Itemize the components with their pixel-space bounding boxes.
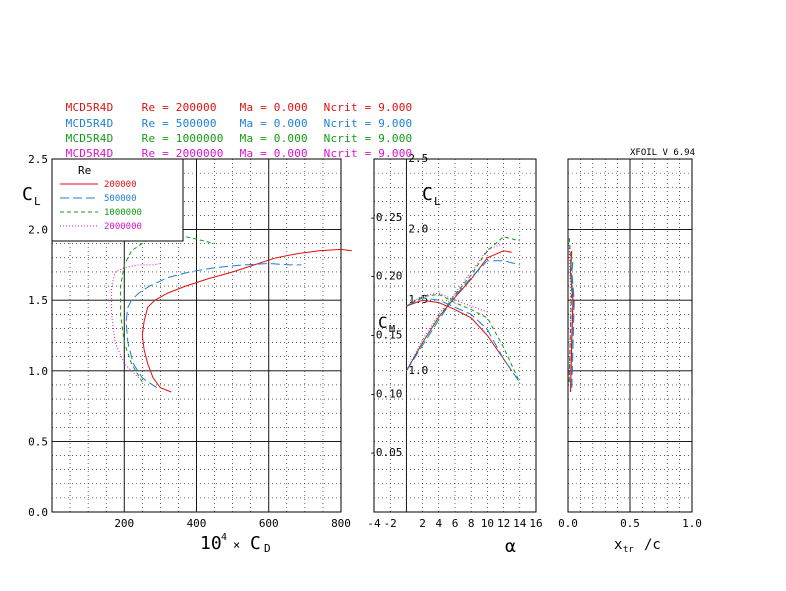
run-ncrit-3: Ncrit = 9.000	[323, 147, 413, 160]
alpha-series-4	[406, 299, 513, 372]
run-header-2: MCD5R4D Re = 1000000 Ma = 0.000 Ncrit = 9.0…	[52, 119, 413, 145]
xtr-series-3	[568, 243, 572, 378]
alpha-cl-tick: 2.0	[408, 223, 428, 236]
alpha-x-tick: -4	[367, 517, 381, 530]
alpha-x-tick: 12	[497, 517, 510, 530]
polar-x-tick: 600	[259, 517, 279, 530]
alpha-x-label: α	[505, 536, 516, 557]
run-ma-0: Ma = 0.000	[239, 101, 308, 114]
alpha-x-tick: 16	[529, 517, 542, 530]
alpha-cl-tick: 1.0	[408, 364, 428, 377]
polar-x-label-sub: D	[264, 542, 271, 555]
version-label: XFOIL V 6.94	[630, 148, 696, 158]
alpha-series-6	[406, 293, 521, 383]
legend-label-3: 2000000	[104, 222, 142, 232]
alpha-cl-tick: 2.5	[408, 152, 428, 165]
legend-box	[51, 158, 184, 242]
alpha-x-tick: -2	[384, 517, 397, 530]
polar-x-label-10: 10	[200, 533, 222, 554]
xtr-x-label-sub: tr	[623, 545, 634, 555]
plot-frame-xtr	[567, 158, 693, 513]
polar-series-0	[141, 248, 352, 393]
polar-y-label-c: C	[22, 184, 33, 205]
run-ncrit-2: Ncrit = 9.000	[323, 132, 413, 145]
polar-y-tick: 1.0	[28, 365, 48, 378]
run-airfoil-3: MCD5R4D	[65, 147, 114, 160]
polar-y-tick: 0.5	[28, 435, 48, 448]
polar-x-label-exp: 4	[221, 532, 227, 543]
alpha-series-5	[406, 297, 521, 383]
legend-label-2: 1000000	[104, 208, 142, 218]
xtr-x-label-x: x	[614, 537, 622, 553]
alpha-series-2	[405, 236, 520, 372]
alpha-x-tick: 2	[419, 517, 426, 530]
run-re-3: Re = 2000000	[141, 147, 224, 160]
run-ma-3: Ma = 0.000	[239, 147, 308, 160]
xtr-x-tick: 0.5	[620, 517, 640, 530]
legend-title: Re	[78, 164, 91, 177]
alpha-cm-tick: -0.15	[369, 329, 402, 342]
polar-x-tick: 400	[187, 517, 207, 530]
run-ncrit-1: Ncrit = 9.000	[323, 117, 413, 130]
legend-label-0: 200000	[104, 180, 137, 190]
alpha-cm-tick: -0.20	[369, 270, 402, 283]
xtr-series-2	[568, 236, 573, 383]
polar-y-tick: 2.0	[28, 224, 48, 237]
alpha-series-1	[405, 260, 520, 372]
alpha-x-tick: 14	[513, 517, 527, 530]
run-ma-1: Ma = 0.000	[239, 117, 308, 130]
polar-y-label-sub: L	[34, 195, 41, 208]
polar-y-tick: 1.5	[28, 294, 48, 307]
polar-series-2	[120, 236, 215, 383]
run-re-0: Re = 200000	[141, 101, 217, 114]
plot-frame-alpha	[373, 158, 537, 513]
polar-x-label-c: C	[250, 533, 261, 554]
plot-frame-polar	[51, 158, 342, 513]
alpha-cl-label-sub: L	[434, 195, 441, 208]
run-re-2: Re = 1000000	[141, 132, 224, 145]
run-header-0: MCD5R4D Re = 200000 Ma = 0.000 Ncrit = 9.00…	[52, 88, 413, 114]
run-header-3: MCD5R4D Re = 2000000 Ma = 0.000 Ncrit = 9.0…	[52, 134, 413, 160]
alpha-cm-tick: -0.25	[369, 211, 402, 224]
run-re-1: Re = 500000	[141, 117, 217, 130]
run-airfoil-1: MCD5R4D	[65, 117, 114, 130]
polar-y-tick: 2.5	[28, 153, 48, 166]
run-ma-2: Ma = 0.000	[239, 132, 308, 145]
xtr-x-label-c: /c	[644, 537, 661, 553]
alpha-cm-tick: -0.10	[369, 387, 402, 400]
xtr-x-tick: 0.0	[558, 517, 578, 530]
alpha-x-tick: 10	[481, 517, 494, 530]
alpha-cm-label-sub: M	[389, 324, 395, 335]
run-header-1: MCD5R4D Re = 500000 Ma = 0.000 Ncrit = 9.00…	[52, 104, 413, 130]
alpha-cm-tick: -0.05	[369, 446, 402, 459]
polar-x-label-times: ×	[233, 538, 240, 552]
alpha-series-0	[405, 250, 512, 372]
alpha-cm-label-c: C	[378, 313, 388, 332]
xtr-x-tick: 1.0	[682, 517, 702, 530]
polar-y-tick: 0.0	[28, 506, 48, 519]
polar-series-3	[111, 263, 161, 379]
run-airfoil-2: MCD5R4D	[65, 132, 114, 145]
legend-label-1: 500000	[104, 194, 137, 204]
polar-x-tick: 800	[331, 517, 351, 530]
alpha-x-tick: 6	[452, 517, 459, 530]
alpha-x-tick: 8	[468, 517, 475, 530]
alpha-x-tick: 4	[435, 517, 442, 530]
xtr-series-1	[571, 260, 575, 388]
polar-series-1	[125, 262, 302, 389]
run-airfoil-0: MCD5R4D	[65, 101, 114, 114]
alpha-cl-label-c: C	[422, 184, 433, 205]
xtr-series-0	[569, 250, 574, 393]
polar-x-tick: 200	[114, 517, 134, 530]
run-ncrit-0: Ncrit = 9.000	[323, 101, 413, 114]
